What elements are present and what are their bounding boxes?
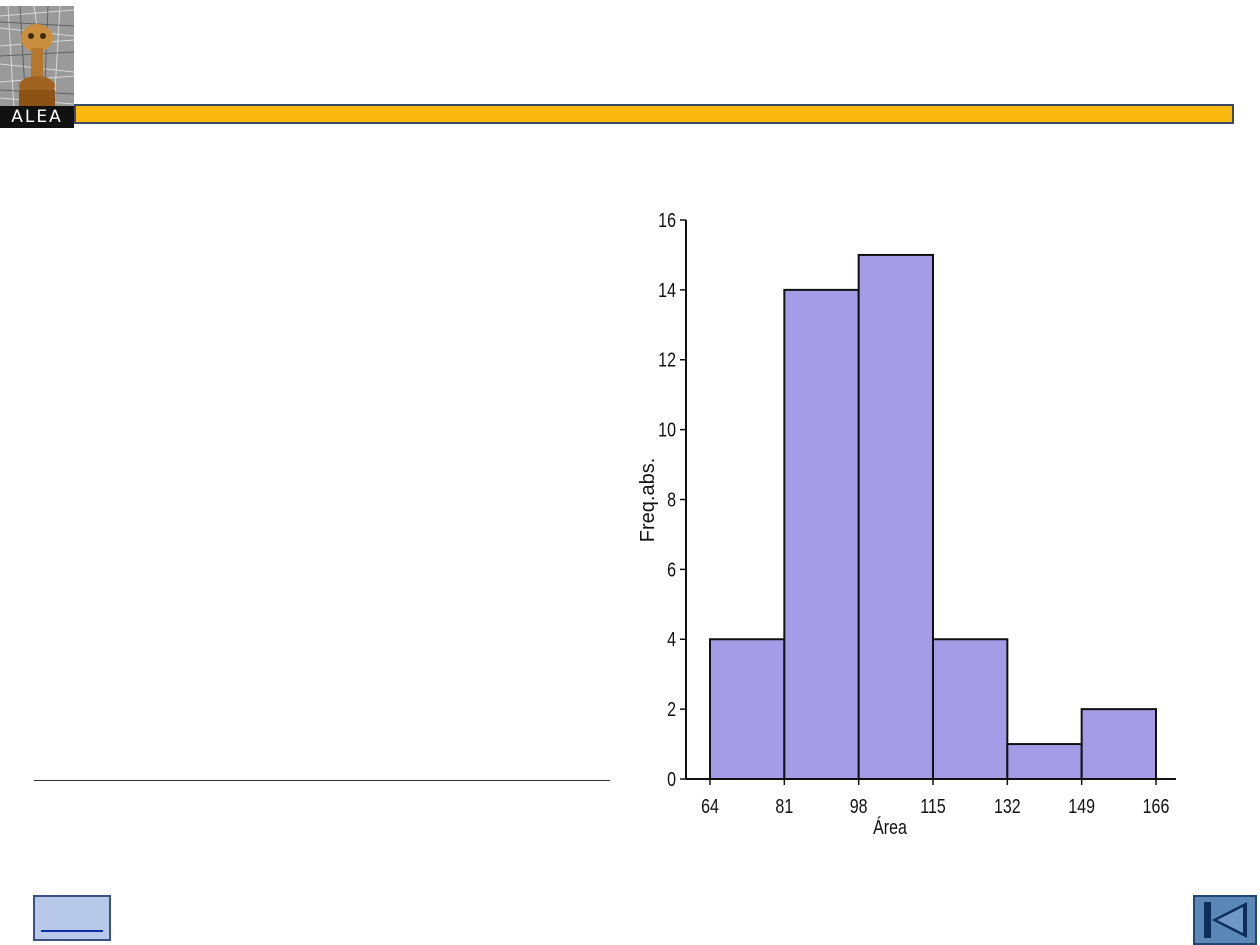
x-tick-label: 64	[701, 795, 719, 817]
hyperlink-button[interactable]	[33, 895, 111, 941]
divider-line	[34, 780, 610, 781]
y-axis-label: Freq.abs.	[637, 458, 659, 542]
logo-image	[0, 6, 74, 108]
logo-text: ALEA	[0, 106, 74, 128]
first-slide-button[interactable]	[1193, 895, 1257, 945]
x-tick-label: 149	[1068, 795, 1095, 817]
y-tick-label: 2	[667, 698, 676, 720]
histogram-bar	[1006, 743, 1083, 780]
histogram-bar	[857, 253, 935, 780]
y-tick-label: 14	[658, 279, 676, 301]
x-tick-label: 166	[1143, 795, 1170, 817]
y-tick-label: 12	[658, 349, 676, 371]
y-tick-label: 4	[667, 629, 676, 651]
x-tick-label: 98	[850, 795, 868, 817]
x-tick-label: 132	[994, 795, 1021, 817]
alea-logo: ALEA	[0, 6, 74, 128]
histogram-bar	[709, 638, 786, 780]
y-tick-label: 0	[667, 768, 676, 790]
y-tick-label: 8	[667, 489, 676, 511]
histogram-bar	[783, 288, 860, 780]
x-tick-label: 115	[920, 795, 946, 817]
histogram-bar	[932, 638, 1009, 780]
histogram-bar	[1080, 708, 1157, 780]
header-bar	[74, 104, 1234, 124]
y-tick-label: 16	[658, 209, 676, 231]
x-tick-label: 81	[775, 795, 793, 817]
x-axis-label: Área	[873, 816, 908, 838]
histogram-chart: 0 2 4 6 8 10 12 14 16 64 81 98 115 132 149 166 Área Freq.…	[637, 209, 1176, 838]
hyperlink-icon	[41, 930, 103, 932]
y-tick-label: 6	[667, 559, 676, 581]
first-slide-icon	[1204, 902, 1247, 938]
y-tick-label: 10	[658, 419, 676, 441]
